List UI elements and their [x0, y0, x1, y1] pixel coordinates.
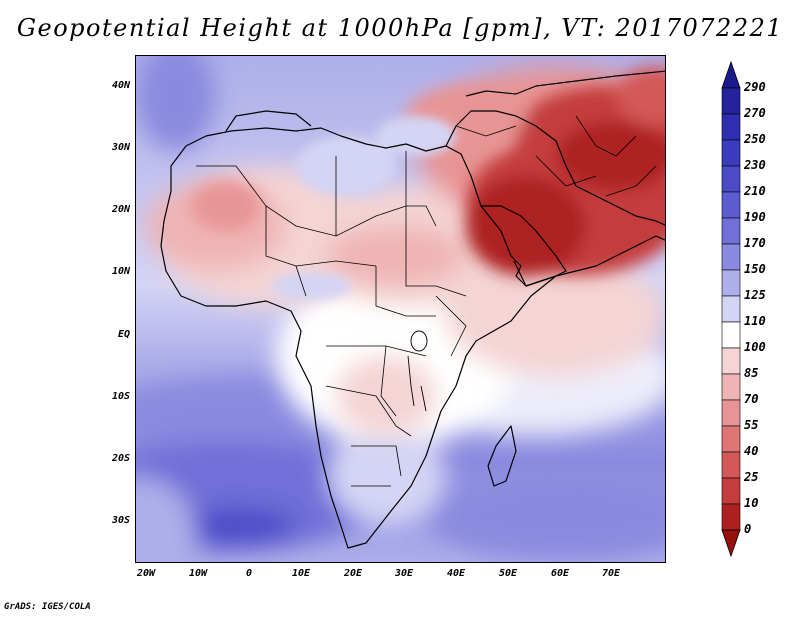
- colorbar-segment: [721, 295, 741, 323]
- lon-label: 60E: [550, 568, 570, 579]
- colorbar-label: 25: [744, 470, 759, 484]
- map-title: Geopotential Height at 1000hPa [gpm], VT…: [16, 14, 784, 42]
- lat-label: 30N: [111, 142, 130, 153]
- colorbar-segment: [721, 191, 741, 219]
- lat-label: 30S: [111, 515, 130, 526]
- colorbar-segment: [721, 87, 741, 115]
- colorbar-segment: [721, 399, 741, 427]
- africa-coast: [160, 127, 557, 549]
- colorbar-label: 10: [744, 496, 759, 510]
- lon-label: 30E: [394, 568, 414, 579]
- colorbar-label: 150: [744, 262, 766, 276]
- lon-label: 50E: [498, 568, 518, 579]
- heat-low-core: [191, 66, 665, 276]
- lat-label: 40N: [111, 80, 130, 91]
- colorbar-label: 55: [744, 418, 759, 432]
- colorbar-segment: [721, 503, 741, 531]
- colorbar-segment: [721, 347, 741, 375]
- lon-label: 40E: [446, 568, 466, 579]
- colorbar-label: 190: [744, 210, 766, 224]
- colorbar-segment: [721, 321, 741, 349]
- credit-text: GrADS: IGES/COLA: [4, 602, 91, 612]
- arabia-coast: [555, 235, 665, 277]
- colorbar-bottom-arrow: [721, 529, 741, 558]
- iberia-coast: [225, 110, 312, 132]
- colorbar-segment: [721, 269, 741, 297]
- lon-label: 70E: [601, 568, 621, 579]
- colorbar-segment: [721, 165, 741, 193]
- colorbar-label: 85: [744, 366, 759, 380]
- colorbar-label: 170: [744, 236, 766, 250]
- lon-label: 10E: [291, 568, 311, 579]
- lon-label: 20E: [343, 568, 363, 579]
- colorbar-label: 270: [744, 106, 766, 120]
- madagascar: [487, 425, 517, 487]
- lat-label: 20S: [111, 453, 130, 464]
- colorbar-label: 210: [744, 184, 766, 198]
- colorbar-segment: [721, 243, 741, 271]
- colorbar-segment: [721, 139, 741, 167]
- lon-label: 0: [245, 568, 253, 579]
- red-sea-coast: [481, 205, 567, 287]
- colorbar-segment: [721, 451, 741, 479]
- colorbar-label: 100: [744, 340, 766, 354]
- lat-label: 20N: [111, 204, 130, 215]
- colorbar-label: 230: [744, 158, 766, 172]
- colorbar-label: 40: [744, 444, 759, 458]
- colorbar-segment: [721, 477, 741, 505]
- geopotential-field: [136, 56, 665, 562]
- colorbar-segment: [721, 217, 741, 245]
- country-borders: [196, 115, 657, 487]
- colorbar-segment: [721, 113, 741, 141]
- lakes: [407, 330, 428, 412]
- map-plot: [135, 55, 666, 563]
- lat-label: 10S: [111, 391, 130, 402]
- colorbar-label: 250: [744, 132, 766, 146]
- colorbar-segment: [721, 425, 741, 453]
- colorbar-label: 125: [744, 288, 766, 302]
- lon-label: 10W: [188, 568, 208, 579]
- colorbar-label: 110: [744, 314, 766, 328]
- lat-label: 10N: [111, 266, 130, 277]
- middle-east-coast: [445, 110, 665, 226]
- colorbar-top-arrow: [721, 60, 741, 89]
- lon-label: 20W: [136, 568, 156, 579]
- blue-patches-north: [271, 116, 456, 300]
- coastlines: [160, 70, 665, 549]
- lat-label: EQ: [117, 329, 130, 340]
- colorbar-label: 70: [744, 392, 759, 406]
- colorbar: [721, 60, 741, 558]
- colorbar-label: 0: [744, 522, 752, 536]
- colorbar-segment: [721, 373, 741, 401]
- black-sea-coast: [465, 70, 665, 97]
- colorbar-label: 290: [744, 80, 766, 94]
